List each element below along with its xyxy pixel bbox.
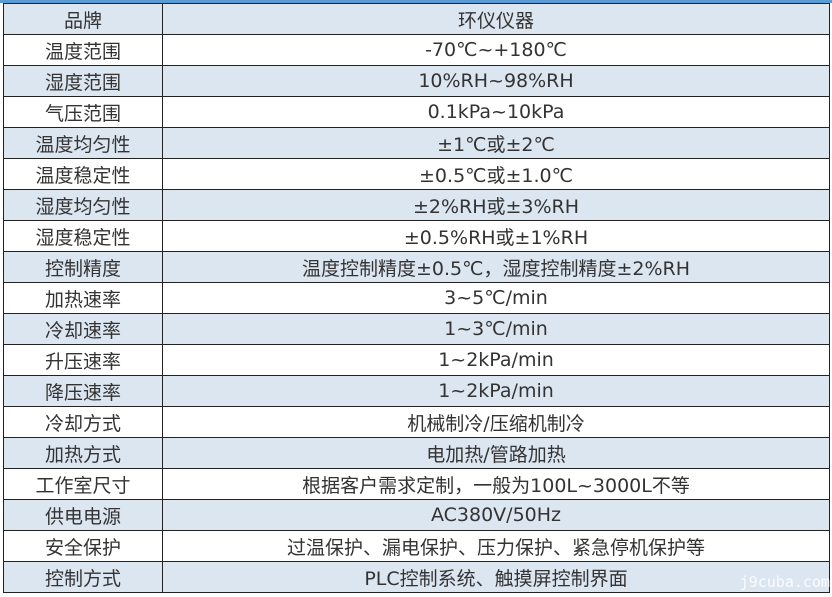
row-key: 湿度均匀性 [3,189,163,221]
row-key: 安全保护 [3,530,163,562]
row-value: 温度控制精度±0.5℃，湿度控制精度±2%RH [162,251,830,283]
row-key: 温度稳定性 [3,158,163,190]
table-row: 温度稳定性 ±0.5℃或±1.0℃ [3,158,830,190]
row-key: 品牌 [3,3,163,35]
row-value: 3~5℃/min [162,282,830,314]
row-value: ±2%RH或±3%RH [162,189,830,221]
row-value: -70℃~+180℃ [162,34,830,66]
row-value: 根据客户需求定制，一般为100L~3000L不等 [162,468,830,500]
row-key: 湿度稳定性 [3,220,163,252]
table-row: 安全保护 过温保护、漏电保护、压力保护、紧急停机保护等 [3,530,830,562]
row-value: 1~2kPa/min [162,375,830,407]
table-row: 控制精度 温度控制精度±0.5℃，湿度控制精度±2%RH [3,251,830,283]
row-key: 升压速率 [3,344,163,376]
row-value: 环仪仪器 [162,3,830,35]
table-row: 降压速率 1~2kPa/min [3,375,830,407]
table-row: 气压范围 0.1kPa~10kPa [3,96,830,128]
table-row: 升压速率 1~2kPa/min [3,344,830,376]
row-key: 降压速率 [3,375,163,407]
row-value: 0.1kPa~10kPa [162,96,830,128]
row-value: 10%RH~98%RH [162,65,830,97]
spec-table: 品牌 环仪仪器 温度范围 -70℃~+180℃ 湿度范围 10%RH~98%RH 气压范围 0… [3,3,830,593]
row-key: 供电电源 [3,499,163,531]
table-row: 加热速率 3~5℃/min [3,282,830,314]
table-row: 温度范围 -70℃~+180℃ [3,34,830,66]
watermark: j9cuba.com [739,573,830,591]
row-value: 电加热/管路加热 [162,437,830,469]
row-value: ±0.5℃或±1.0℃ [162,158,830,190]
table-row: 控制方式 PLC控制系统、触摸屏控制界面 [3,561,830,593]
table-row: 温度均匀性 ±1℃或±2℃ [3,127,830,159]
row-value: 1~2kPa/min [162,344,830,376]
row-key: 冷却速率 [3,313,163,345]
row-value: 机械制冷/压缩机制冷 [162,406,830,438]
row-key: 湿度范围 [3,65,163,97]
row-value: 过温保护、漏电保护、压力保护、紧急停机保护等 [162,530,830,562]
row-key: 控制精度 [3,251,163,283]
table-row: 湿度均匀性 ±2%RH或±3%RH [3,189,830,221]
row-value: ±0.5%RH或±1%RH [162,220,830,252]
row-value: AC380V/50Hz [162,499,830,531]
table-row: 湿度范围 10%RH~98%RH [3,65,830,97]
row-key: 控制方式 [3,561,163,593]
table-row: 供电电源 AC380V/50Hz [3,499,830,531]
row-key: 冷却方式 [3,406,163,438]
row-key: 工作室尺寸 [3,468,163,500]
row-key: 温度均匀性 [3,127,163,159]
row-value: PLC控制系统、触摸屏控制界面 [162,561,830,593]
top-strip [0,0,832,3]
table-row: 冷却方式 机械制冷/压缩机制冷 [3,406,830,438]
table-row: 品牌 环仪仪器 [3,3,830,35]
row-key: 气压范围 [3,96,163,128]
table-row: 加热方式 电加热/管路加热 [3,437,830,469]
row-key: 加热方式 [3,437,163,469]
row-key: 加热速率 [3,282,163,314]
table-row: 湿度稳定性 ±0.5%RH或±1%RH [3,220,830,252]
row-value: ±1℃或±2℃ [162,127,830,159]
row-key: 温度范围 [3,34,163,66]
row-value: 1~3℃/min [162,313,830,345]
table-row: 冷却速率 1~3℃/min [3,313,830,345]
table-row: 工作室尺寸 根据客户需求定制，一般为100L~3000L不等 [3,468,830,500]
